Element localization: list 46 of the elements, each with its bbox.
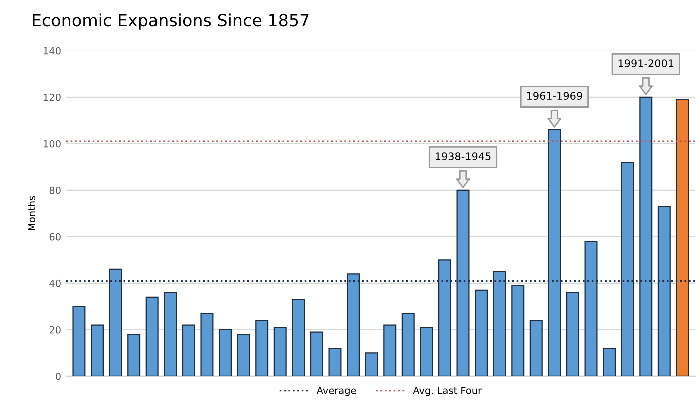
bar [128,334,141,376]
bar [530,320,543,376]
chart-title: Economic Expansions Since 1857 [33,14,309,30]
bar [109,268,122,376]
bar [292,299,306,376]
bar [621,162,634,376]
annotation: 1991-2001 [618,60,674,68]
bar [90,324,104,376]
bar [237,334,250,376]
y-tick-label: 100 [44,140,61,148]
y-tick-label: 60 [50,233,61,241]
bar [182,324,196,376]
bar [493,271,506,376]
bar [274,327,287,376]
bar [200,313,214,376]
y-tick-label: 120 [44,94,61,102]
y-tick-label: 140 [44,47,61,55]
y-tick-label: 80 [50,186,61,194]
bar [328,348,342,376]
y-axis-title: Months [28,196,36,230]
bar [347,274,360,376]
bar [384,324,397,376]
bar [676,99,690,376]
bar [566,292,580,376]
annotation: 1961-1969 [527,92,582,100]
bar [310,332,324,376]
bar [658,206,671,376]
bar [146,296,159,376]
bar [164,292,178,376]
legend-label: Avg. Last Four [413,387,482,396]
legend-label: Average [316,387,356,396]
bar [584,241,598,376]
y-tick-label: 0 [56,372,61,380]
y-tick-label: 20 [50,326,61,334]
bar [420,327,434,376]
bar [402,313,415,376]
bar [365,352,378,376]
y-tick-label: 40 [50,280,61,288]
bar [72,306,86,376]
bar [438,260,452,376]
bar [512,285,525,376]
bar [603,348,616,376]
annotation: 1938-1945 [436,152,491,160]
bar [475,290,488,376]
bar [219,329,232,376]
bar [256,320,269,376]
